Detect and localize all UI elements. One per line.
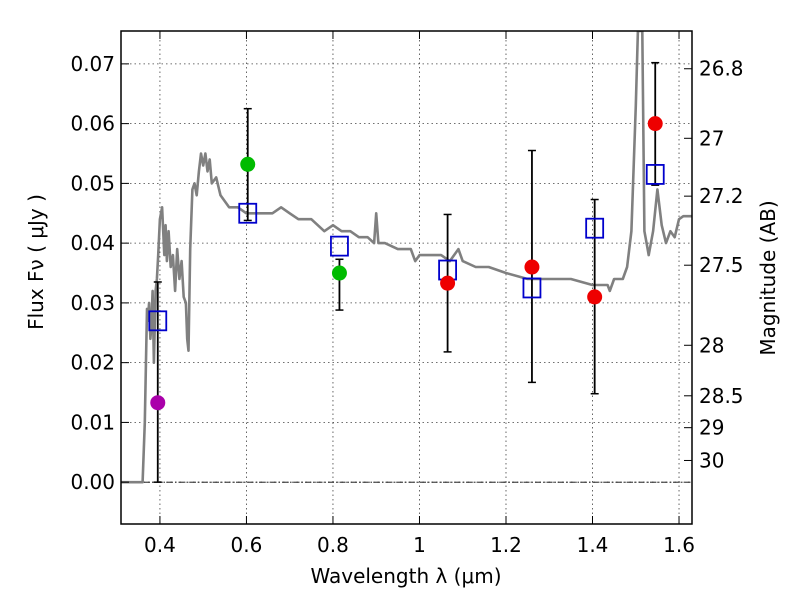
- model-flux-square: [330, 235, 349, 257]
- mag-tick-label: 26.8: [699, 57, 744, 81]
- mag-tick-label: 27: [699, 126, 724, 150]
- y-tick-label: 0.07: [70, 52, 115, 76]
- model-flux-square: [585, 217, 605, 239]
- x-tick-label: 0.4: [144, 533, 176, 557]
- mag-tick-label: 30: [699, 448, 724, 472]
- model-flux-square: [645, 164, 665, 185]
- y-axis-label-left: Flux Fν ( μJy ): [24, 194, 48, 330]
- y-tick-label: 0.05: [70, 171, 115, 195]
- x-tick-label: 1.2: [490, 533, 522, 557]
- x-tick-label: 0.6: [231, 533, 263, 557]
- observed-flux-marker: [150, 395, 166, 411]
- y-tick-label: 0.02: [70, 351, 115, 375]
- y-tick-label: 0.00: [70, 470, 115, 494]
- grid-layer: [121, 31, 692, 524]
- observed-flux-marker: [647, 116, 663, 132]
- x-tick-label: 1.4: [577, 533, 609, 557]
- y-tick-label: 0.06: [70, 112, 115, 136]
- model-flux-square: [148, 310, 168, 332]
- observed-flux-marker: [331, 265, 347, 281]
- x-axis-label: Wavelength λ (μm): [310, 564, 501, 588]
- plot-area: [121, 31, 692, 484]
- x-tick-label: 1.6: [663, 533, 695, 557]
- axes-frame: [120, 30, 693, 525]
- magnitude-ticks: 26.8 27 27.2 27.5 28 28.5 29 30: [684, 57, 744, 472]
- y-ticks: 0.00 0.01 0.02 0.03 0.04 0.05 0.06 0.07: [70, 52, 129, 494]
- model-flux-square: [238, 202, 258, 224]
- x-tick-label: 1: [413, 533, 426, 557]
- axes-box: [120, 30, 693, 525]
- data-point-group: [153, 281, 162, 483]
- x-ticks: 0.4 0.6 0.8 1 1.2 1.4 1.6: [144, 31, 695, 557]
- sed-template-line: [121, 31, 692, 484]
- mag-tick-label: 29: [699, 416, 724, 440]
- mag-tick-label: 27.2: [699, 184, 744, 208]
- y-axis-label-right: Magnitude (AB): [756, 200, 780, 355]
- observed-flux-marker: [524, 259, 540, 275]
- observed-flux-marker: [587, 289, 603, 305]
- mag-tick-label: 28: [699, 333, 724, 357]
- observed-flux-marker: [240, 156, 256, 172]
- y-tick-label: 0.04: [70, 231, 115, 255]
- model-flux-square: [522, 277, 542, 299]
- observed-flux-marker: [440, 275, 456, 291]
- mag-tick-label: 28.5: [699, 384, 744, 408]
- y-tick-label: 0.03: [70, 291, 115, 315]
- y-tick-label: 0.01: [70, 410, 115, 434]
- mag-tick-label: 27.5: [699, 253, 744, 277]
- x-tick-label: 0.8: [317, 533, 349, 557]
